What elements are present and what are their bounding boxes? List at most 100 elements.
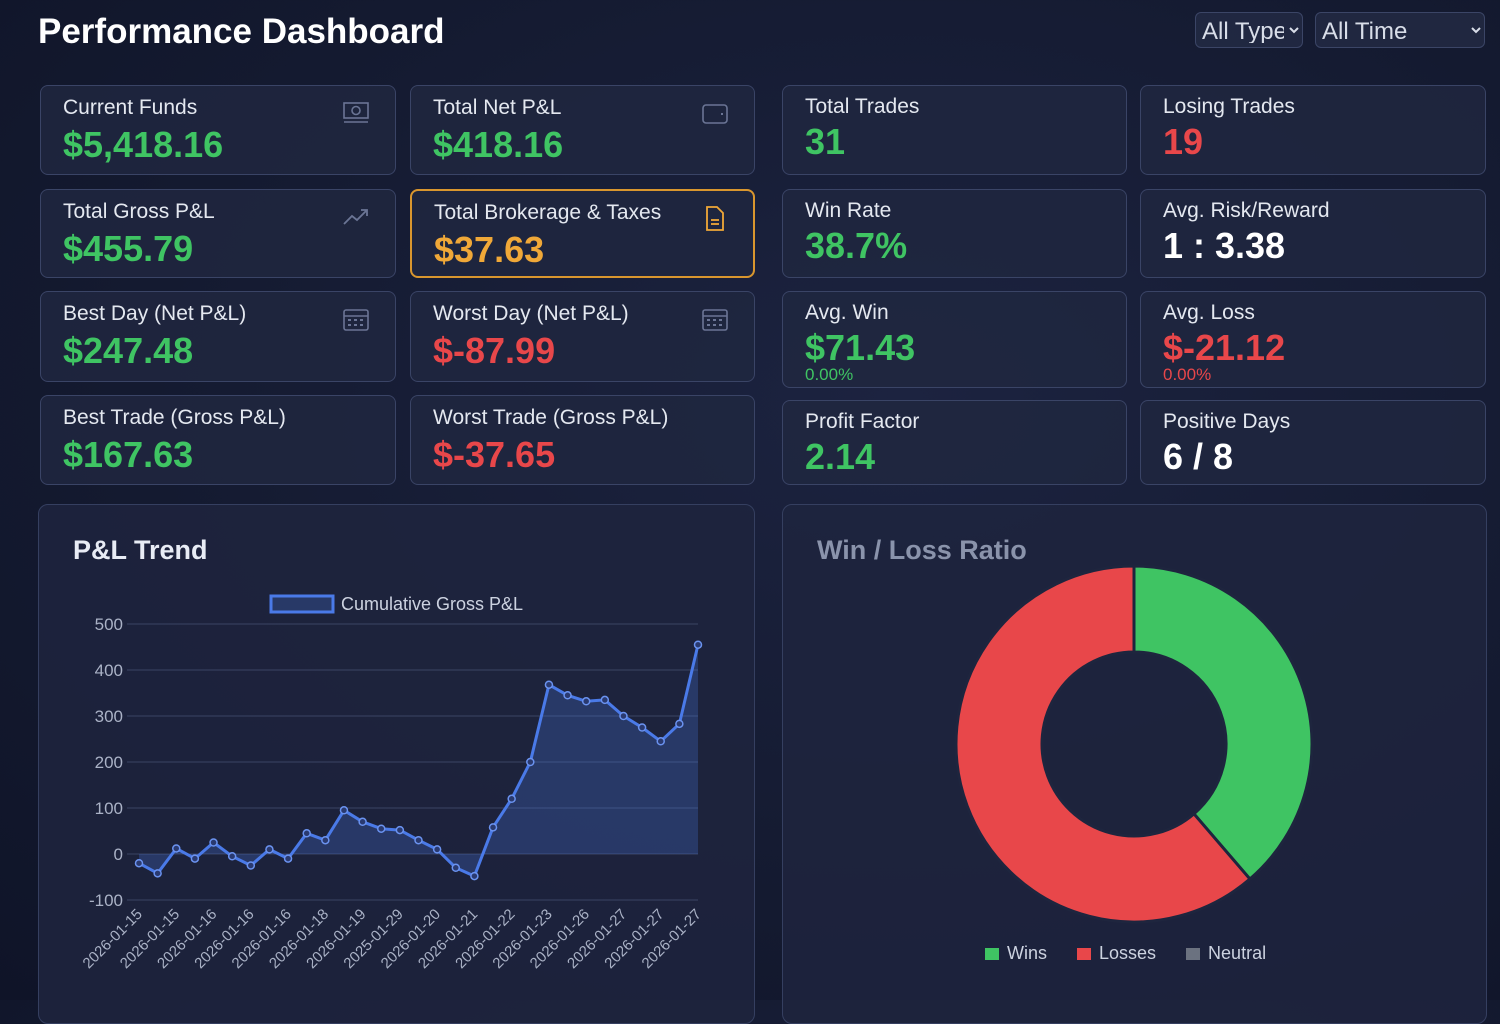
card-label: Avg. Loss xyxy=(1163,301,1255,324)
data-point xyxy=(302,829,311,838)
legend-label: Wins xyxy=(1007,943,1047,963)
stat-card: Profit Factor 2.14 xyxy=(782,400,1127,485)
legend-label: Cumulative Gross P&L xyxy=(341,594,523,614)
stat-card: Total Trades 31 xyxy=(782,85,1127,175)
card-label: Win Rate xyxy=(805,199,892,222)
card-value: $167.63 xyxy=(63,434,194,475)
data-point xyxy=(358,817,367,827)
stat-card: Total Gross P&L $455.79 xyxy=(40,189,396,278)
stat-card: Best Trade (Gross P&L) $167.63 xyxy=(40,395,396,485)
card-label: Worst Day (Net P&L) xyxy=(433,302,629,325)
slice-losses xyxy=(954,564,1253,924)
card-value: $71.43 xyxy=(805,327,916,368)
card-label: Total Trades xyxy=(805,95,920,118)
card-value: $-37.65 xyxy=(433,434,556,475)
card-label: Total Brokerage & Taxes xyxy=(434,201,662,224)
data-point xyxy=(451,863,461,873)
wallet-icon xyxy=(702,104,728,124)
pie-legend: Wins Losses Neutral xyxy=(985,943,1266,964)
data-point xyxy=(283,854,293,863)
data-point xyxy=(190,854,200,863)
data-point xyxy=(470,871,479,881)
y-tick-label: 500 xyxy=(95,615,123,634)
card-value: 31 xyxy=(805,121,846,162)
legend-swatch xyxy=(985,947,999,960)
y-tick-label: 300 xyxy=(95,707,123,726)
stat-card: Worst Trade (Gross P&L) $-37.65 xyxy=(410,395,755,485)
y-tick-label: 200 xyxy=(95,753,123,772)
data-point xyxy=(581,697,591,706)
data-point xyxy=(321,835,330,845)
win-loss-panel: Win / Loss Ratio Wins Losses Neutral xyxy=(782,504,1487,1024)
stat-card: Best Day (Net P&L) $247.48 xyxy=(40,291,396,382)
calendar-icon xyxy=(702,309,728,331)
card-label: Best Day (Net P&L) xyxy=(63,302,247,325)
chart-title: P&L Trend xyxy=(73,535,208,565)
y-tick-label: 400 xyxy=(95,661,123,680)
y-tick-label: 100 xyxy=(95,799,123,818)
data-point xyxy=(637,723,647,732)
data-point xyxy=(507,794,516,804)
legend-label: Losses xyxy=(1099,943,1157,963)
series-area xyxy=(139,644,698,877)
card-label: Positive Days xyxy=(1163,410,1291,433)
data-point xyxy=(619,711,628,721)
card-value: 19 xyxy=(1163,121,1204,162)
time-filter[interactable]: All Time xyxy=(1315,12,1485,48)
slice-wins xyxy=(1132,564,1314,882)
pnl-trend-chart: 5004003002001000-1002026-01-152026-01-15… xyxy=(80,594,705,972)
data-point xyxy=(227,852,237,861)
card-label: Total Net P&L xyxy=(433,96,562,119)
card-value: 6 / 8 xyxy=(1163,436,1234,477)
stat-card: Losing Trades 19 xyxy=(1140,85,1486,175)
legend-label: Neutral xyxy=(1208,943,1267,963)
legend-swatch xyxy=(1077,947,1091,960)
card-label: Current Funds xyxy=(63,96,198,119)
data-point xyxy=(339,806,349,815)
data-point xyxy=(693,640,703,649)
data-point xyxy=(395,825,405,835)
type-filter[interactable]: All Types xyxy=(1195,12,1303,48)
page-title: Performance Dashboard xyxy=(38,12,445,51)
card-label: Total Gross P&L xyxy=(63,200,215,223)
data-point xyxy=(432,845,442,854)
stat-card: Avg. Loss $-21.12 0.00% xyxy=(1140,291,1486,388)
data-point xyxy=(488,823,498,832)
card-value: $5,418.16 xyxy=(63,124,224,165)
card-value: $455.79 xyxy=(63,228,194,269)
chart-title: Win / Loss Ratio xyxy=(817,535,1027,565)
data-point xyxy=(656,737,665,746)
data-point xyxy=(134,858,144,868)
data-point xyxy=(544,680,554,689)
stat-card: Total Brokerage & Taxes $37.63 xyxy=(410,189,755,278)
card-label: Avg. Win xyxy=(805,301,889,324)
card-value: $247.48 xyxy=(63,330,194,371)
data-point xyxy=(563,691,572,700)
trending-up-icon xyxy=(343,209,368,225)
data-point xyxy=(265,845,274,854)
data-point xyxy=(376,824,386,833)
win-loss-chart xyxy=(954,564,1314,924)
legend-swatch xyxy=(1186,947,1201,960)
card-label: Worst Trade (Gross P&L) xyxy=(433,406,669,429)
stat-card: Avg. Win $71.43 0.00% xyxy=(782,291,1127,388)
data-point xyxy=(172,844,181,853)
card-value: $37.63 xyxy=(434,229,545,270)
pnl-trend-panel: P&L Trend 500 400 300 200 100 0 -100 2026-01-15… xyxy=(38,504,755,1024)
y-tick-label: 0 xyxy=(114,845,123,864)
legend-swatch xyxy=(269,594,335,614)
stat-card: Total Net P&L $418.16 xyxy=(410,85,755,175)
card-subvalue: 0.00% xyxy=(1163,365,1212,384)
card-value: 1 : 3.38 xyxy=(1163,225,1286,266)
card-label: Losing Trades xyxy=(1163,95,1295,118)
card-label: Best Trade (Gross P&L) xyxy=(63,406,286,429)
money-icon xyxy=(343,102,369,123)
data-point xyxy=(246,861,256,870)
stat-card: Current Funds $5,418.16 xyxy=(40,85,396,175)
data-point xyxy=(414,835,423,845)
stat-card: Win Rate 38.7% xyxy=(782,189,1127,278)
data-point xyxy=(209,838,218,847)
stat-card: Avg. Risk/Reward 1 : 3.38 xyxy=(1140,189,1486,278)
y-tick-label: -100 xyxy=(89,891,123,910)
data-point xyxy=(153,869,162,878)
